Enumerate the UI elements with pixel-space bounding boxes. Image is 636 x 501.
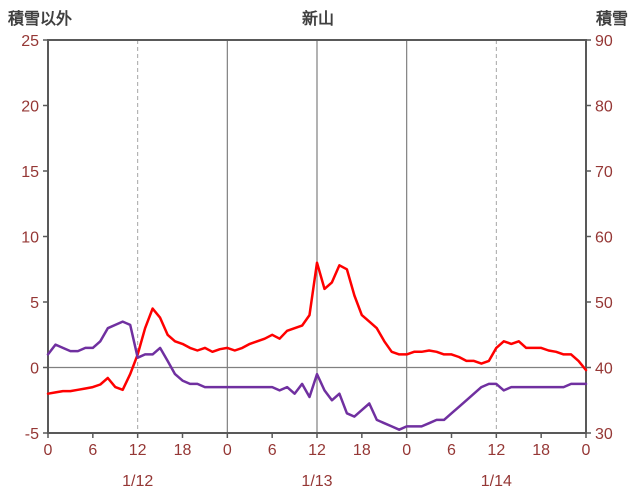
right-axis-tick-label: 60 (595, 230, 613, 247)
hour-tick-label: 6 (268, 442, 277, 459)
left-axis-tick-label: 5 (30, 295, 39, 312)
hour-tick-label: 0 (582, 442, 591, 459)
hour-tick-label: 6 (447, 442, 456, 459)
hour-tick-label: 18 (353, 442, 371, 459)
hour-tick-label: 0 (44, 442, 53, 459)
hour-tick-label: 12 (308, 442, 326, 459)
left-axis-tick-label: 20 (21, 99, 39, 116)
right-axis-tick-label: 50 (595, 295, 613, 312)
right-axis-title: 積雪 (595, 11, 628, 28)
left-axis-tick-label: -5 (25, 426, 39, 443)
right-axis-tick-label: 90 (595, 33, 613, 50)
hour-tick-label: 12 (129, 442, 147, 459)
left-axis-title: 積雪以外 (8, 11, 73, 28)
date-label: 1/13 (301, 473, 332, 490)
hour-tick-label: 0 (402, 442, 411, 459)
left-axis-tick-label: 10 (21, 230, 39, 247)
date-label: 1/14 (481, 473, 512, 490)
left-axis-tick-label: 15 (21, 164, 39, 181)
hour-tick-label: 18 (174, 442, 192, 459)
hour-tick-label: 6 (88, 442, 97, 459)
right-axis-tick-label: 80 (595, 99, 613, 116)
date-label: 1/12 (122, 473, 153, 490)
right-axis-tick-label: 30 (595, 426, 613, 443)
hour-tick-label: 12 (487, 442, 505, 459)
hour-tick-label: 18 (532, 442, 550, 459)
right-axis-tick-label: 40 (595, 361, 613, 378)
hour-tick-label: 0 (223, 442, 232, 459)
left-axis-tick-label: 25 (21, 33, 39, 50)
left-axis-tick-label: 0 (30, 361, 39, 378)
right-axis-tick-label: 70 (595, 164, 613, 181)
chart-title: 新山 (301, 11, 334, 28)
series-line-1 (46, 320, 588, 431)
